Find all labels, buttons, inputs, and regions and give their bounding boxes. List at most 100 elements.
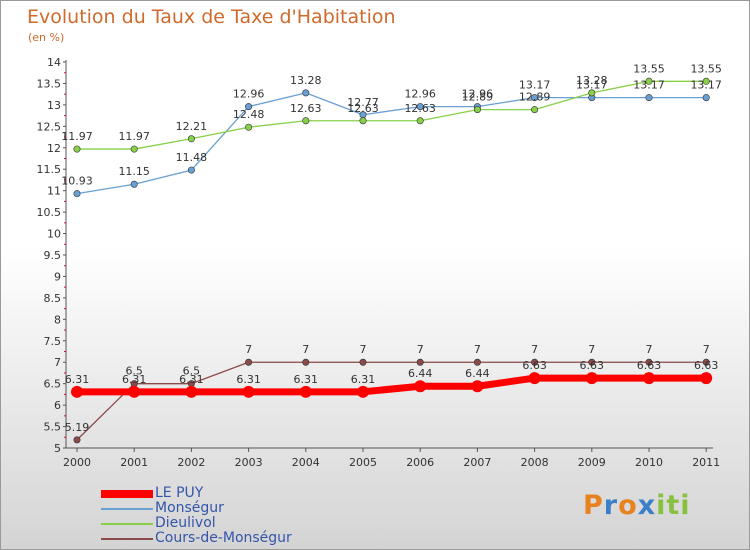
data-point: [588, 89, 596, 97]
y-tick-label: 10.5: [37, 206, 62, 219]
data-label: 6.5: [125, 365, 143, 378]
y-tick-label: 12: [47, 142, 61, 155]
series-line-3: [76, 361, 707, 441]
x-tick-label: 2009: [578, 456, 606, 469]
x-tick-label: 2005: [349, 456, 377, 469]
data-point: [242, 385, 255, 398]
y-tick-label: 8: [54, 313, 61, 326]
data-label: 13.55: [690, 62, 722, 75]
data-point: [528, 372, 541, 385]
data-label: 10.93: [61, 175, 93, 188]
data-label: 6.31: [236, 373, 261, 386]
data-point: [702, 358, 710, 366]
data-point: [359, 117, 367, 125]
y-tick-label: 14: [47, 56, 61, 69]
y-tick-label: 7: [54, 356, 61, 369]
data-label: 12.96: [462, 88, 494, 101]
data-label: 12.77: [347, 96, 379, 109]
legend-label: Cours-de-Monségur: [155, 530, 292, 546]
data-label: 7: [531, 343, 538, 356]
data-point: [302, 117, 310, 125]
data-point: [700, 372, 713, 385]
data-label: 12.21: [176, 120, 208, 133]
data-point: [416, 358, 424, 366]
series-line-1: [76, 92, 707, 195]
data-point: [130, 180, 138, 188]
data-label: 6.63: [522, 359, 547, 372]
data-label: 6.63: [694, 359, 719, 372]
data-label: 6.31: [122, 373, 147, 386]
legend-item: LE PUY: [101, 486, 292, 501]
logo-letter: t: [666, 490, 681, 521]
data-label: 12.63: [347, 102, 379, 115]
data-point: [130, 145, 138, 153]
x-tick-label: 2006: [406, 456, 434, 469]
data-point: [357, 385, 369, 398]
x-tick-label: 2000: [63, 456, 91, 469]
data-label: 12.63: [290, 102, 322, 115]
logo-letter: o: [618, 490, 638, 521]
data-label: 11.97: [118, 130, 150, 143]
data-point: [302, 358, 310, 366]
data-point: [73, 145, 81, 153]
data-label: 7: [360, 343, 367, 356]
data-label: 7: [588, 343, 595, 356]
y-tick-label: 10: [47, 228, 61, 241]
y-tick-label: 13: [47, 99, 61, 112]
y-tick-label: 5.5: [44, 421, 62, 434]
legend-swatch: [101, 489, 153, 498]
data-label: 7: [302, 343, 309, 356]
chart-title: Evolution du Taux de Taxe d'Habitation: [27, 6, 396, 28]
legend-swatch: [101, 537, 153, 540]
x-tick-label: 2004: [292, 456, 320, 469]
data-label: 13.17: [519, 79, 551, 92]
legend-label: Monségur: [155, 500, 224, 516]
x-tick-label: 2010: [635, 456, 663, 469]
y-tick-label: 11.5: [37, 163, 62, 176]
x-tick-label: 2011: [692, 456, 720, 469]
data-label: 6.31: [294, 373, 319, 386]
x-tick-label: 2001: [120, 456, 148, 469]
proxiti-logo: Proxiti: [583, 490, 691, 521]
data-point: [702, 77, 710, 85]
y-tick-label: 5: [54, 442, 61, 455]
data-label: 13.17: [633, 79, 665, 92]
x-tick-label: 2008: [521, 456, 549, 469]
data-label: 11.97: [61, 130, 93, 143]
y-tick-label: 9: [54, 270, 61, 283]
data-label: 6.63: [637, 359, 662, 372]
data-label: 12.48: [233, 108, 265, 121]
data-label: 7: [646, 343, 653, 356]
legend: LE PUY Monségur Dieulivol Cours-de-Monségur: [101, 486, 292, 546]
data-label: 12.63: [404, 102, 436, 115]
data-label: 7: [417, 343, 424, 356]
legend-item: Monségur: [101, 501, 292, 516]
legend-item: Dieulivol: [101, 516, 292, 531]
data-point: [473, 358, 481, 366]
data-point: [643, 372, 655, 385]
legend-swatch: [101, 507, 153, 510]
data-label: 7: [703, 343, 710, 356]
y-tick-label: 7.5: [44, 335, 62, 348]
data-label: 11.15: [118, 165, 150, 178]
data-label: 6.31: [351, 373, 376, 386]
y-tick-label: 9.5: [44, 249, 62, 262]
data-point: [471, 380, 484, 393]
data-label: 6.31: [179, 373, 204, 386]
chart-subtitle: (en %): [28, 31, 65, 44]
data-point: [645, 358, 653, 366]
data-point: [128, 385, 141, 398]
data-point: [473, 106, 481, 114]
data-label: 6.63: [580, 359, 605, 372]
data-label: 6.5: [183, 365, 201, 378]
data-point: [645, 77, 653, 85]
y-tick-label: 6.5: [44, 378, 62, 391]
data-point: [73, 436, 81, 444]
logo-letter: r: [603, 490, 619, 521]
logo-letter: P: [583, 490, 604, 521]
data-point: [585, 372, 598, 385]
y-tick-label: 12.5: [37, 120, 62, 133]
y-tick-label: 13.5: [37, 77, 62, 90]
data-point: [245, 123, 253, 131]
